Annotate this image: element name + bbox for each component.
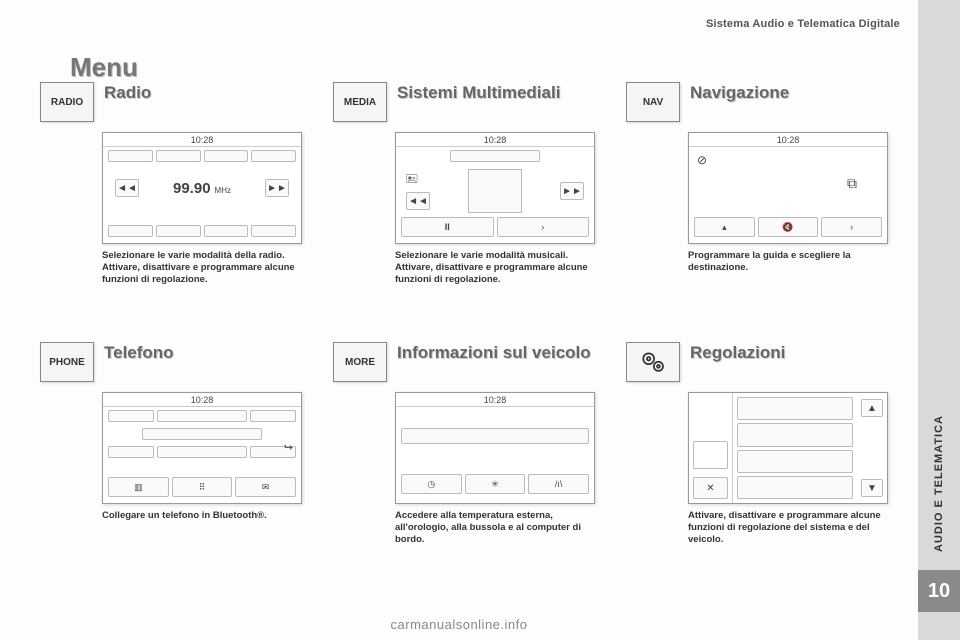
card-title-more: Informazioni sul veicolo (397, 342, 591, 363)
next-track-icon[interactable]: ►► (560, 182, 584, 200)
side-tab: AUDIO E TELEMATICA 10 (918, 0, 960, 640)
phone-screen: 10:28 ↪ ▥ ⠿ ✉ (102, 392, 302, 504)
messages-icon[interactable]: ✉ (235, 477, 296, 497)
footer-url: carmanualsonline.info (0, 617, 918, 632)
clock-icon[interactable]: ◷ (401, 474, 462, 494)
side-slot[interactable] (693, 441, 728, 469)
keypad-icon[interactable]: ⠿ (172, 477, 233, 497)
card-title-radio: Radio (104, 82, 151, 103)
section-header: Sistema Audio e Telematica Digitale (706, 18, 900, 30)
radio-screen: 10:28 ◄◄ 99.90 MHz ►► (102, 132, 302, 244)
caption-settings: Attivare, disattivare e programmare alcu… (688, 510, 888, 546)
card-radio: RADIO Radio 10:28 ◄◄ 99.90 MHz ►► Selezi… (40, 82, 315, 322)
prev-icon[interactable]: ◄◄ (115, 179, 139, 197)
pause-button[interactable]: II (401, 217, 494, 237)
end-call-icon[interactable]: ↪ (284, 441, 293, 454)
clock: 10:28 (396, 133, 594, 147)
trip-icon[interactable]: /ı\ (528, 474, 589, 494)
card-title-nav: Navigazione (690, 82, 789, 103)
card-title-phone: Telefono (104, 342, 174, 363)
settings-row[interactable] (737, 476, 853, 499)
caption-nav: Programmare la guida e scegliere la dest… (688, 250, 888, 274)
more-button[interactable]: MORE (333, 342, 387, 382)
phone-button[interactable]: PHONE (40, 342, 94, 382)
vehicle-icon: ⧉ (847, 175, 857, 192)
more-screen: 10:28 ◷ ✳ /ı\ (395, 392, 595, 504)
caption-phone: Collegare un telefono in Bluetooth®. (102, 510, 302, 522)
gear-icon (640, 349, 666, 375)
settings-screen: ✕ ▲ ▼ (688, 392, 888, 504)
nav-screen: 10:28 ⊘ ⧉ ▴ 🔇 › (688, 132, 888, 244)
media-screen: 10:28 🖭 ◄◄ ►► II › (395, 132, 595, 244)
settings-button[interactable] (626, 342, 680, 382)
nav-opt2[interactable]: 🔇 (758, 217, 819, 237)
tab-number: 10 (918, 570, 960, 612)
contacts-icon[interactable]: ▥ (108, 477, 169, 497)
nav-opt1[interactable]: ▴ (694, 217, 755, 237)
next-icon[interactable]: ►► (265, 179, 289, 197)
card-title-settings: Regolazioni (690, 342, 785, 363)
card-media: MEDIA Sistemi Multimediali 10:28 🖭 ◄◄ ►►… (333, 82, 608, 322)
compass-icon: ⊘ (697, 153, 707, 167)
nav-button[interactable]: NAV (626, 82, 680, 122)
card-grid: RADIO Radio 10:28 ◄◄ 99.90 MHz ►► Selezi… (40, 82, 900, 582)
close-icon[interactable]: ✕ (693, 477, 728, 499)
card-more: MORE Informazioni sul veicolo 10:28 ◷ ✳ … (333, 342, 608, 582)
radio-button[interactable]: RADIO (40, 82, 94, 122)
radio-unit: MHz (215, 186, 231, 195)
caption-media: Selezionare le varie modalità musicali. … (395, 250, 595, 286)
scroll-down-icon[interactable]: ▼ (861, 479, 883, 497)
settings-row[interactable] (737, 450, 853, 473)
tab-label: AUDIO E TELEMATICA (933, 415, 945, 552)
caption-more: Accedere alla temperatura esterna, all'o… (395, 510, 595, 546)
caption-radio: Selezionare le varie modalità della radi… (102, 250, 302, 286)
card-title-media: Sistemi Multimediali (397, 82, 560, 103)
card-phone: PHONE Telefono 10:28 ↪ ▥ ⠿ ✉ Collegare u… (40, 342, 315, 582)
clock: 10:28 (689, 133, 887, 147)
media-button[interactable]: MEDIA (333, 82, 387, 122)
album-art (468, 169, 522, 213)
scroll-up-icon[interactable]: ▲ (861, 399, 883, 417)
source-icon: 🖭 (406, 172, 430, 189)
clock: 10:28 (103, 393, 301, 407)
forward-button[interactable]: › (497, 217, 590, 237)
compass-btn-icon[interactable]: ✳ (465, 474, 526, 494)
card-settings: Regolazioni ✕ ▲ ▼ (626, 342, 901, 582)
radio-frequency: 99.90 (173, 180, 211, 197)
settings-row[interactable] (737, 397, 853, 420)
card-nav: NAV Navigazione 10:28 ⊘ ⧉ ▴ 🔇 › Programm… (626, 82, 901, 322)
nav-opt3[interactable]: › (821, 217, 882, 237)
clock: 10:28 (396, 393, 594, 407)
page-title: Menu (70, 52, 138, 83)
prev-track-icon[interactable]: ◄◄ (406, 192, 430, 210)
clock: 10:28 (103, 133, 301, 147)
settings-row[interactable] (737, 423, 853, 446)
